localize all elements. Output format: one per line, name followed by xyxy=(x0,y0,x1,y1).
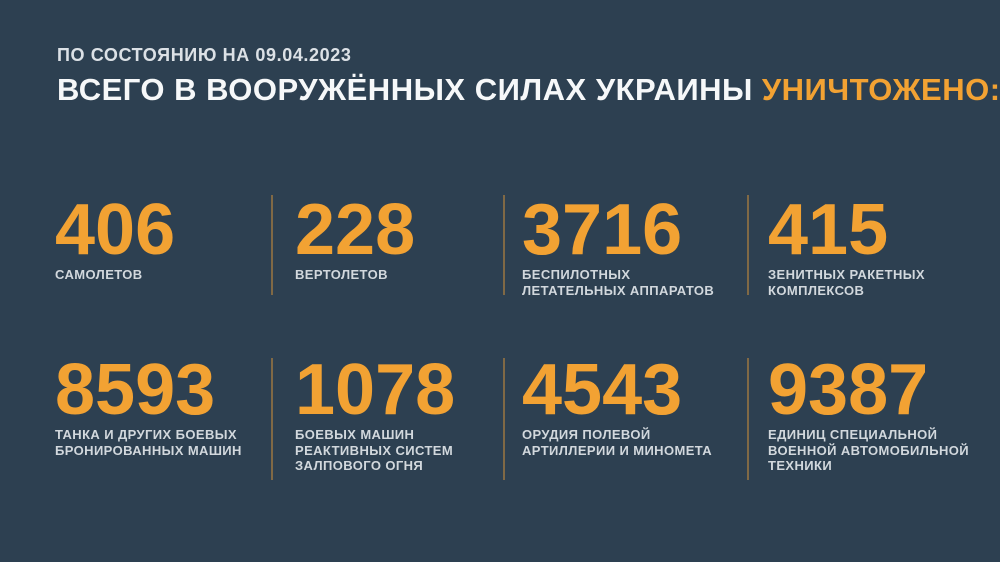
header: ПО СОСТОЯНИЮ НА 09.04.2023 ВСЕГО В ВООРУ… xyxy=(57,44,1000,107)
stat-label: БЕСПИЛОТНЫХ ЛЕТАТЕЛЬНЫХ АППАРАТОВ xyxy=(522,267,715,298)
stat-value: 3716 xyxy=(522,190,683,270)
stat-label: ЗЕНИТНЫХ РАКЕТНЫХ КОМПЛЕКСОВ xyxy=(768,267,925,298)
stats-row-2: 8593 ТАНКА И ДРУГИХ БОЕВЫХ БРОНИРОВАННЫХ… xyxy=(55,354,969,519)
stat-label: ОРУДИЯ ПОЛЕВОЙ АРТИЛЛЕРИИ И МИНОМЕТА xyxy=(522,427,713,458)
stat-value: 4543 xyxy=(522,350,683,430)
column-divider xyxy=(503,195,505,295)
stat-value: 1078 xyxy=(295,350,456,430)
stat-card-artillery: 4543 ОРУДИЯ ПОЛЕВОЙ АРТИЛЛЕРИИ И МИНОМЕТ… xyxy=(522,354,752,458)
column-divider xyxy=(747,195,749,295)
stat-value: 228 xyxy=(295,190,416,270)
column-divider xyxy=(271,195,273,295)
stat-card-tanks: 8593 ТАНКА И ДРУГИХ БОЕВЫХ БРОНИРОВАННЫХ… xyxy=(55,354,285,458)
date-line: ПО СОСТОЯНИЮ НА 09.04.2023 xyxy=(57,45,352,65)
stat-label: БОЕВЫХ МАШИН РЕАКТИВНЫХ СИСТЕМ ЗАЛПОВОГО… xyxy=(295,427,454,473)
stat-value: 415 xyxy=(768,190,889,270)
stat-card-military-vehicles: 9387 ЕДИНИЦ СПЕЦИАЛЬНОЙ ВОЕННОЙ АВТОМОБИ… xyxy=(768,354,998,474)
page-title-accent: УНИЧТОЖЕНО: xyxy=(761,72,1000,107)
stat-label: САМОЛЕТОВ xyxy=(55,267,143,282)
page-title-main: ВСЕГО В ВООРУЖЁННЫХ СИЛАХ УКРАИНЫ xyxy=(57,72,753,107)
stats-row-1: 406 САМОЛЕТОВ 228 ВЕРТОЛЕТОВ 3716 БЕСПИЛ… xyxy=(55,194,960,359)
stat-card-aircraft: 406 САМОЛЕТОВ xyxy=(55,194,285,283)
stat-label: ВЕРТОЛЕТОВ xyxy=(295,267,388,282)
stat-card-uav: 3716 БЕСПИЛОТНЫХ ЛЕТАТЕЛЬНЫХ АППАРАТОВ xyxy=(522,194,752,298)
stat-value: 9387 xyxy=(768,350,929,430)
stat-card-sam-systems: 415 ЗЕНИТНЫХ РАКЕТНЫХ КОМПЛЕКСОВ xyxy=(768,194,998,298)
page-title: ВСЕГО В ВООРУЖЁННЫХ СИЛАХ УКРАИНЫ УНИЧТОЖ… xyxy=(57,73,1000,107)
column-divider xyxy=(503,358,505,480)
column-divider xyxy=(271,358,273,480)
stat-card-mlrs: 1078 БОЕВЫХ МАШИН РЕАКТИВНЫХ СИСТЕМ ЗАЛП… xyxy=(295,354,525,474)
stat-value: 8593 xyxy=(55,350,216,430)
column-divider xyxy=(747,358,749,480)
stat-value: 406 xyxy=(55,190,176,270)
stat-label: ТАНКА И ДРУГИХ БОЕВЫХ БРОНИРОВАННЫХ МАШИ… xyxy=(55,427,242,458)
stat-label: ЕДИНИЦ СПЕЦИАЛЬНОЙ ВОЕННОЙ АВТОМОБИЛЬНОЙ… xyxy=(768,427,970,473)
stat-card-helicopters: 228 ВЕРТОЛЕТОВ xyxy=(295,194,525,283)
